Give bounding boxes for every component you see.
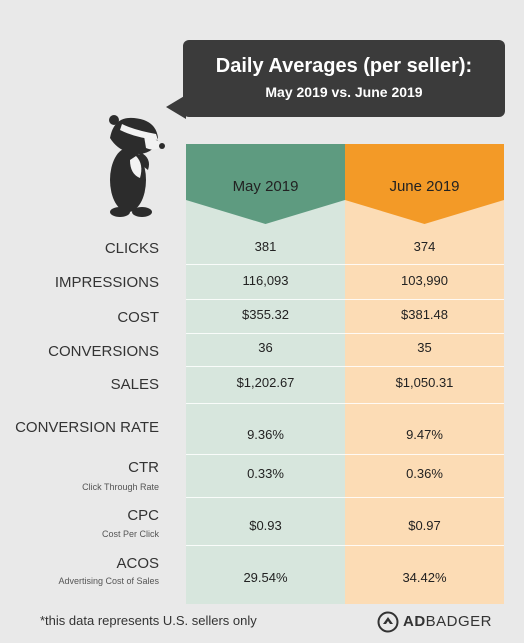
row-label-ctr: CTR xyxy=(128,459,159,476)
row-label-conversion-rate: CONVERSION RATE xyxy=(15,419,159,436)
cell-june-cost: $381.48 xyxy=(401,307,448,322)
row-sublabel-cpc: Cost Per Click xyxy=(101,529,159,539)
cell-may-acos: 29.54% xyxy=(243,570,288,585)
row-divider xyxy=(186,299,504,300)
badger-mascot-icon xyxy=(109,115,165,217)
row-divider xyxy=(186,545,504,546)
row-divider xyxy=(186,497,504,498)
cell-june-conversion-rate: 9.47% xyxy=(406,427,443,442)
row-divider xyxy=(186,366,504,367)
cell-may-ctr: 0.33% xyxy=(247,466,284,481)
cell-june-sales: $1,050.31 xyxy=(395,375,454,390)
column-header-june-shape xyxy=(345,144,504,224)
row-label-impressions: IMPRESSIONS xyxy=(54,274,159,291)
cell-june-conversions: 35 xyxy=(417,340,432,355)
column-may: May 2019 xyxy=(186,144,345,604)
row-label-cost: COST xyxy=(117,309,159,326)
cell-may-cpc: $0.93 xyxy=(249,518,282,533)
callout-tail xyxy=(166,95,186,119)
row-sublabel-acos: Advertising Cost of Sales xyxy=(58,576,159,586)
column-june: June 2019 xyxy=(345,144,504,604)
cell-may-conversion-rate: 9.36% xyxy=(247,427,284,442)
column-header-june-banner xyxy=(345,144,504,224)
row-label-sales: SALES xyxy=(110,376,159,393)
brand-name-rest: BADGER xyxy=(425,613,493,630)
cell-may-impressions: 116,093 xyxy=(242,273,289,288)
cell-may-conversions: 36 xyxy=(258,340,273,355)
cell-june-acos: 34.42% xyxy=(402,570,447,585)
callout-subtitle: May 2019 vs. June 2019 xyxy=(265,84,423,100)
column-header-may-banner xyxy=(186,144,345,224)
cell-june-clicks: 374 xyxy=(413,239,436,254)
cell-june-impressions: 103,990 xyxy=(401,273,448,288)
column-header-june: June 2019 xyxy=(389,178,460,195)
column-header-may: May 2019 xyxy=(232,178,299,195)
row-divider xyxy=(186,454,504,455)
row-label-cpc: CPC xyxy=(127,507,159,524)
row-divider xyxy=(186,264,504,265)
row-label-acos: ACOS xyxy=(116,555,159,572)
row-divider xyxy=(186,333,504,334)
cell-june-ctr: 0.36% xyxy=(406,466,443,481)
brand-name-bold: AD xyxy=(403,613,426,630)
footnote: *this data represents U.S. sellers only xyxy=(40,613,257,628)
cell-may-sales: $1,202.67 xyxy=(236,375,295,390)
callout-bubble: Daily Averages (per seller): May 2019 vs… xyxy=(183,40,505,117)
column-header-may-shape xyxy=(186,144,345,224)
adbadger-logo-icon xyxy=(377,611,399,633)
cell-may-cost: $355.32 xyxy=(242,307,289,322)
row-label-conversions: CONVERSIONS xyxy=(48,343,159,360)
row-label-clicks: CLICKS xyxy=(104,240,159,257)
cell-june-cpc: $0.97 xyxy=(408,518,441,533)
callout-title: Daily Averages (per seller): xyxy=(215,55,473,77)
row-divider xyxy=(186,403,504,404)
row-sublabel-ctr: Click Through Rate xyxy=(82,482,159,492)
brand-name: ADBADGER xyxy=(403,613,492,630)
cell-may-clicks: 381 xyxy=(254,239,277,254)
